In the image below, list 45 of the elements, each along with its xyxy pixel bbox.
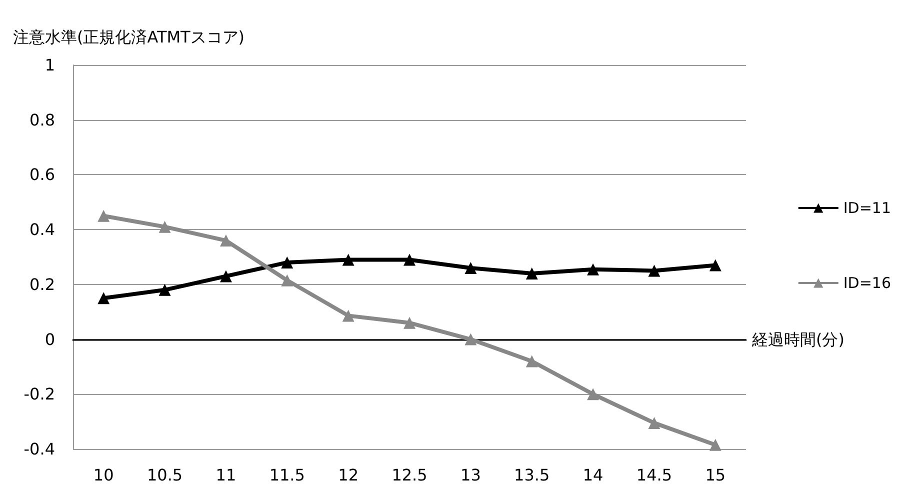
- x-tick-label: 10: [93, 466, 114, 484]
- point: [158, 284, 171, 296]
- y-tick-label: 0: [44, 330, 55, 349]
- point: [464, 262, 477, 274]
- point: [709, 259, 722, 272]
- legend-label: ID=11: [843, 199, 892, 217]
- point: [709, 438, 722, 451]
- x-tick-label: 14: [582, 466, 604, 484]
- point: [342, 310, 354, 322]
- point: [526, 355, 538, 368]
- legend-label: ID=16: [843, 274, 892, 292]
- y-tick-label: -0.4: [24, 440, 55, 458]
- y-axis-title: 注意水準(正規化済ATMTスコア): [13, 28, 245, 46]
- x-axis-title: 経過時間(分): [751, 330, 844, 349]
- x-tick-label: 11: [216, 466, 236, 484]
- point: [587, 263, 600, 276]
- x-tick-label: 13.5: [514, 466, 550, 484]
- y-tick-label: 1: [44, 56, 55, 74]
- point: [158, 220, 171, 233]
- x-tick-label: 14.5: [636, 466, 672, 484]
- x-tick-label: 13: [460, 466, 481, 484]
- point: [648, 416, 660, 429]
- x-tick-label: 10.5: [146, 466, 183, 484]
- point: [98, 210, 110, 222]
- y-tick-label: -0.2: [24, 384, 55, 404]
- point: [404, 254, 416, 266]
- x-tick-label: 15: [705, 466, 726, 484]
- point: [220, 234, 232, 247]
- x-tick-label: 12.5: [392, 466, 428, 484]
- point: [281, 256, 294, 268]
- point: [587, 388, 600, 400]
- y-tick-label: 0.4: [30, 220, 55, 240]
- y-tick-label: 0.2: [30, 274, 55, 294]
- x-tick-label: 12: [338, 466, 358, 484]
- point: [464, 333, 477, 346]
- point: [342, 254, 354, 266]
- y-tick-label: 0.8: [30, 110, 55, 130]
- point: [404, 316, 416, 329]
- point: [98, 292, 110, 304]
- point: [526, 267, 538, 280]
- x-tick-label: 11.5: [269, 466, 305, 484]
- point: [220, 270, 232, 282]
- y-tick-label: 0.6: [30, 165, 55, 184]
- point: [648, 264, 660, 277]
- point: [281, 274, 294, 286]
